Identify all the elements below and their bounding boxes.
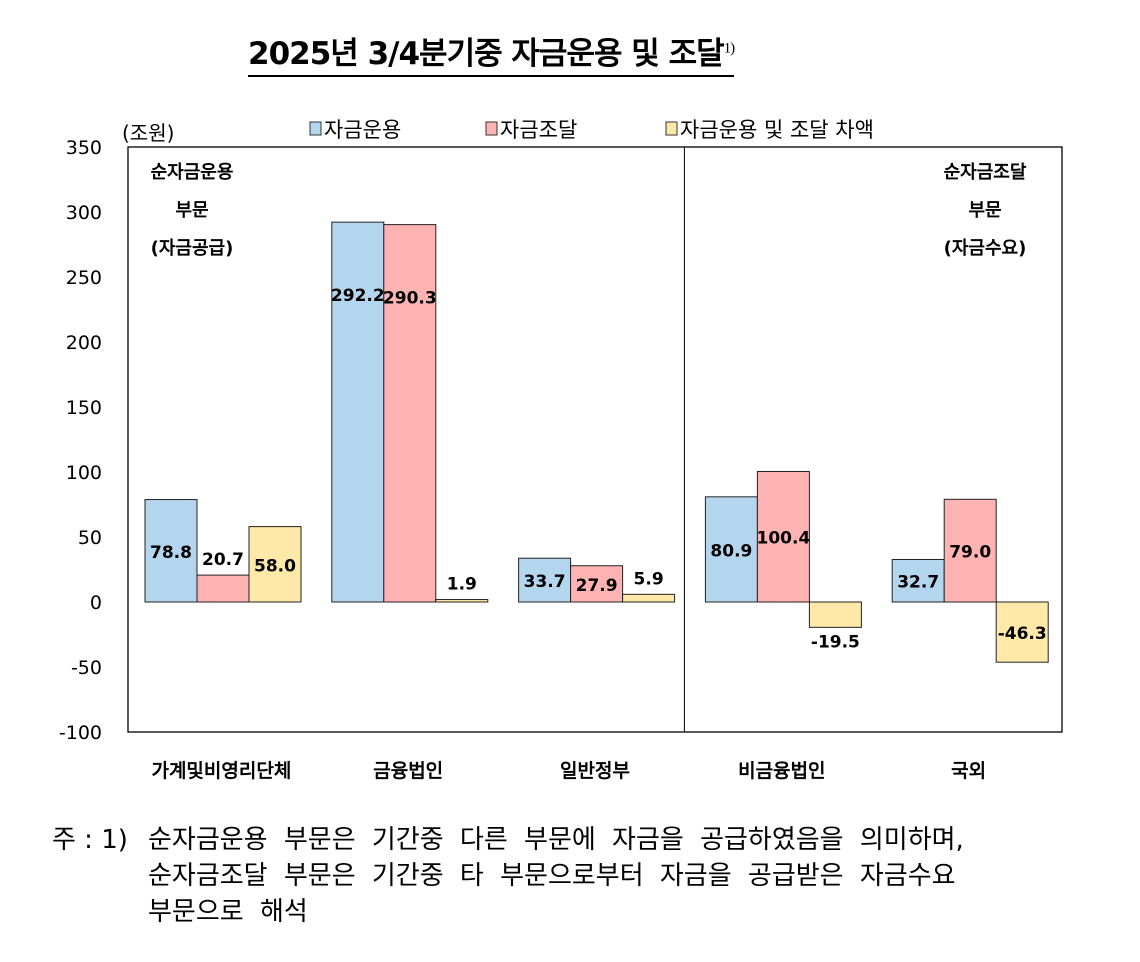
y-tick-label: 200 — [66, 332, 102, 354]
data-label-2-4: 100.4 — [757, 529, 811, 549]
legend-swatch-2 — [485, 121, 498, 136]
bar-1-2 — [331, 221, 385, 603]
bar-1-3 — [518, 557, 572, 603]
bar-2-1 — [196, 574, 250, 603]
legend-swatch-3 — [665, 121, 678, 136]
legend-label-3: 자금운용 및 조달 차액 — [680, 118, 874, 142]
bar-2-2 — [383, 224, 437, 603]
x-tick-label-5: 국외 — [951, 760, 986, 782]
x-tick-label-4: 비금융법인 — [738, 760, 825, 782]
annotation-2-line-2: 부문 — [968, 200, 1001, 221]
data-label-2-3: 27.9 — [576, 576, 618, 596]
bar-1-1 — [144, 499, 198, 603]
title-footnote-mark: 1) — [723, 40, 735, 57]
data-label-3-2: 1.9 — [447, 575, 477, 595]
footnote-label: 주 : 1) — [52, 825, 128, 855]
x-tick-label-3: 일반정부 — [560, 760, 630, 782]
data-label-2-1: 20.7 — [202, 550, 244, 570]
chart-title: 2025년 3/4분기중 자금운용 및 조달1) — [248, 28, 735, 77]
bar-2-5 — [943, 498, 997, 603]
y-tick-label: 300 — [66, 202, 102, 224]
data-label-2-2: 290.3 — [383, 289, 437, 309]
bar-1-5 — [891, 558, 945, 603]
data-label-3-3: 5.9 — [634, 569, 664, 589]
data-label-3-5: -46.3 — [998, 624, 1047, 644]
annotation-2-line-3: (자금수요) — [944, 238, 1027, 259]
data-label-1-4: 80.9 — [710, 541, 752, 561]
y-tick-label: 100 — [66, 462, 102, 484]
x-tick-label-1: 가계및비영리단체 — [151, 760, 291, 782]
footnote-line-2: 순자금조달 부문은 기간중 타 부문으로부터 자금을 공급받은 자금수요 — [148, 861, 956, 891]
data-label-3-1: 58.0 — [254, 556, 296, 576]
y-tick-label: -50 — [71, 657, 102, 679]
y-tick-label: 350 — [66, 137, 102, 159]
bar-3-4 — [808, 601, 862, 628]
annotation-1-line-1: 순자금운용 — [151, 162, 234, 183]
bar-3-2 — [435, 599, 489, 603]
data-label-3-4: -19.5 — [811, 632, 860, 652]
data-label-2-5: 79.0 — [949, 543, 991, 563]
y-axis-unit: (조원) — [122, 121, 174, 145]
plot-area-border — [127, 146, 1063, 733]
footnote-line-1: 순자금운용 부문은 기간중 다른 부문에 자금을 공급하였음을 의미하며, — [148, 825, 964, 855]
data-label-1-5: 32.7 — [897, 573, 939, 593]
chart-title-text: 2025년 3/4분기중 자금운용 및 조달 — [248, 36, 725, 72]
x-tick-label-2: 금융법인 — [373, 760, 443, 782]
annotation-1-line-3: (자금공급) — [151, 238, 234, 259]
legend-label-2: 자금조달 — [500, 118, 577, 142]
bar-chart: -100 -50 0 50 100 150 200 250 300 350 (조원) 자금운용 자금조달… — [59, 118, 1063, 782]
legend-label-1: 자금운용 — [324, 118, 401, 142]
bar-1-4 — [704, 496, 758, 603]
data-label-1-2: 292.2 — [331, 286, 385, 306]
bar-3-1 — [248, 526, 302, 603]
y-tick-label: 250 — [66, 267, 102, 289]
bar-2-3 — [570, 565, 624, 603]
annotation-2-line-1: 순자금조달 — [944, 162, 1027, 183]
data-label-1-3: 33.7 — [524, 572, 566, 592]
bar-3-5 — [995, 601, 1049, 663]
bar-2-4 — [756, 470, 810, 603]
y-tick-label: -100 — [59, 722, 102, 744]
bar-3-3 — [622, 593, 676, 603]
y-tick-label: 50 — [78, 527, 102, 549]
footnote-line-3: 부문으로 해석 — [148, 897, 308, 927]
y-tick-label: 0 — [90, 592, 102, 614]
y-tick-label: 150 — [66, 397, 102, 419]
annotation-1-line-2: 부문 — [175, 200, 208, 221]
legend-swatch-1 — [309, 121, 322, 136]
data-label-1-1: 78.8 — [150, 543, 192, 563]
